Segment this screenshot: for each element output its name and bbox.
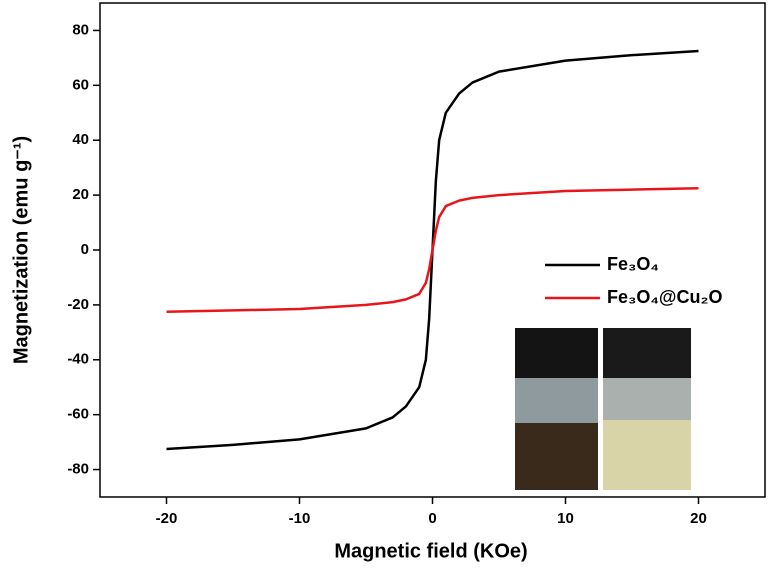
x-tick-label: -20 — [156, 510, 178, 527]
y-tick-label: 0 — [81, 241, 89, 258]
y-tick-label: -80 — [67, 461, 89, 478]
vial-cap — [603, 328, 691, 378]
y-tick-label: -20 — [67, 296, 89, 313]
y-tick-label: -60 — [67, 406, 89, 423]
y-tick-label: 80 — [72, 21, 89, 38]
x-tick-label: 0 — [428, 510, 436, 527]
inset-photo — [515, 328, 691, 490]
y-tick-label: 20 — [72, 186, 89, 203]
x-tick-label: -10 — [289, 510, 311, 527]
vial-liquid — [603, 420, 691, 490]
y-tick-label: 40 — [72, 131, 89, 148]
y-tick-label: 60 — [72, 76, 89, 93]
vial-glass — [603, 378, 691, 420]
series-line — [166, 187, 699, 313]
x-tick-label: 20 — [690, 510, 707, 527]
x-axis-title: Magnetic field (KOe) — [334, 540, 527, 562]
x-tick-label: 10 — [557, 510, 574, 527]
legend-label: Fe₃O₄ — [607, 254, 659, 274]
vial-liquid — [515, 423, 598, 490]
y-tick-label: -40 — [67, 351, 89, 368]
vial-cap — [515, 328, 598, 378]
legend-label: Fe₃O₄@Cu₂O — [607, 287, 722, 307]
vial-glass — [515, 378, 598, 423]
y-axis-title: Magnetization (emu g⁻¹) — [10, 136, 32, 364]
